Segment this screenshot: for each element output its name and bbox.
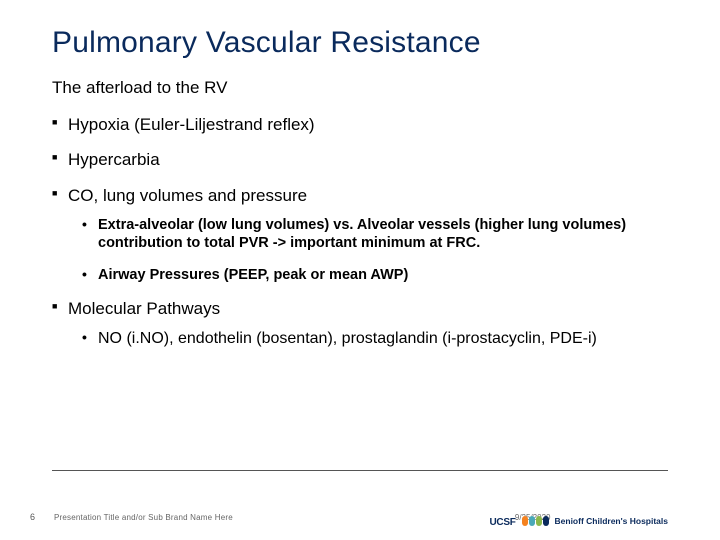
bullet-list: Hypoxia (Euler-Liljestrand reflex) Hyper… — [52, 114, 668, 349]
logo-benioff-text: Benioff Children's Hospitals — [555, 517, 668, 526]
logo-subtext-group: Benioff Children's Hospitals — [555, 517, 668, 526]
ucsf-logo: UCSF Benioff Children's Hospitals — [489, 512, 668, 530]
bullet-text: Molecular Pathways — [68, 299, 220, 318]
bullet-text: Hypoxia (Euler-Liljestrand reflex) — [68, 115, 315, 134]
logo-art-icon — [522, 516, 549, 526]
bullet-item: CO, lung volumes and pressure Extra-alve… — [52, 185, 668, 285]
bullet-item: Hypoxia (Euler-Liljestrand reflex) — [52, 114, 668, 135]
logo-blob — [529, 516, 535, 526]
sub-bullet-text: Extra-alveolar (low lung volumes) vs. Al… — [98, 217, 626, 251]
sub-bullet-item: Airway Pressures (PEEP, peak or mean AWP… — [78, 266, 668, 284]
footer-presentation-title: Presentation Title and/or Sub Brand Name… — [54, 513, 233, 522]
logo-ucsf-text: UCSF — [489, 517, 515, 528]
logo-text-group: UCSF — [489, 512, 515, 530]
sub-bullet-text: Airway Pressures (PEEP, peak or mean AWP… — [98, 267, 408, 283]
slide: Pulmonary Vascular Resistance The afterl… — [0, 0, 720, 540]
slide-title: Pulmonary Vascular Resistance — [52, 26, 668, 60]
logo-blob — [543, 516, 549, 526]
bullet-text: Hypercarbia — [68, 150, 160, 169]
logo-blob — [522, 516, 528, 526]
slide-subtitle: The afterload to the RV — [52, 78, 668, 98]
bullet-item: Molecular Pathways NO (i.NO), endothelin… — [52, 298, 668, 349]
sub-bullet-list: Extra-alveolar (low lung volumes) vs. Al… — [68, 216, 668, 284]
sub-bullet-item: NO (i.NO), endothelin (bosentan), prosta… — [78, 329, 668, 349]
page-number: 6 — [30, 512, 50, 522]
sub-bullet-list: NO (i.NO), endothelin (bosentan), prosta… — [68, 329, 668, 349]
bullet-item: Hypercarbia — [52, 149, 668, 170]
footer-divider — [52, 470, 668, 471]
sub-bullet-text: NO (i.NO), endothelin (bosentan), prosta… — [98, 330, 597, 347]
logo-blob — [536, 516, 542, 526]
bullet-text: CO, lung volumes and pressure — [68, 186, 307, 205]
sub-bullet-item: Extra-alveolar (low lung volumes) vs. Al… — [78, 216, 668, 252]
